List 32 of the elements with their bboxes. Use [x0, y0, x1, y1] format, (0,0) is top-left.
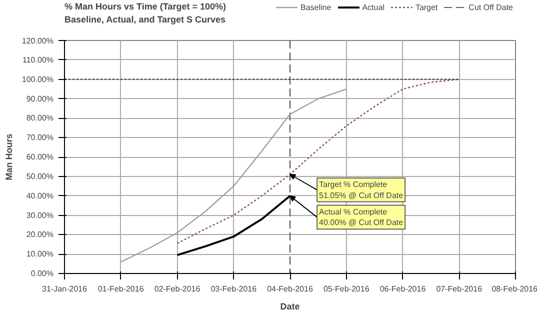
x-tick-label: 01-Feb-2016: [98, 284, 144, 294]
y-tick-label: 40.00%: [26, 191, 54, 200]
chart-subtitle: Baseline, Actual, and Target S Curves: [64, 14, 226, 24]
x-tick-label: 05-Feb-2016: [323, 284, 370, 294]
annotation: Target % Complete 51.05% @ Cut Off Date: [319, 180, 404, 200]
x-tick-label: 31-Jan-2016: [42, 284, 88, 294]
legend-label: Target: [415, 2, 438, 12]
y-tick-label: 120.00%: [22, 36, 54, 46]
x-tick-label: 06-Feb-2016: [380, 284, 426, 294]
x-tick-label: 02-Feb-2016: [154, 284, 201, 294]
x-axis-title: Date: [280, 302, 300, 312]
x-tick-label: 03-Feb-2016: [210, 284, 258, 294]
legend-label: Baseline: [300, 2, 332, 12]
y-tick-label: 100.00%: [22, 74, 54, 84]
x-tick-label: 07-Feb-2016: [436, 284, 483, 294]
annotation: Actual % Complete 40.00% @ Cut Off Date: [319, 207, 404, 228]
y-tick-label: 30.00%: [26, 210, 54, 220]
legend-label: Actual: [362, 2, 384, 12]
y-tick-label: 90.00%: [26, 94, 54, 104]
x-tick-label: 04-Feb-2016: [267, 284, 314, 294]
chart-title: % Man Hours vs Time (Target = 100%): [64, 2, 226, 12]
y-tick-label: 10.00%: [26, 250, 54, 259]
y-tick-label: 60.00%: [26, 152, 54, 162]
y-tick-label: 0.00%: [30, 269, 54, 278]
y-tick-label: 70.00%: [26, 133, 54, 142]
y-tick-label: 110.00%: [22, 55, 54, 64]
y-tick-label: 20.00%: [26, 230, 54, 240]
y-axis-title: Man Hours: [4, 134, 14, 180]
legend-label: Cut Off Date: [468, 2, 513, 12]
y-tick-label: 80.00%: [26, 114, 54, 123]
x-tick-label: 08-Feb-2016: [492, 284, 537, 294]
y-tick-label: 50.00%: [26, 172, 54, 181]
